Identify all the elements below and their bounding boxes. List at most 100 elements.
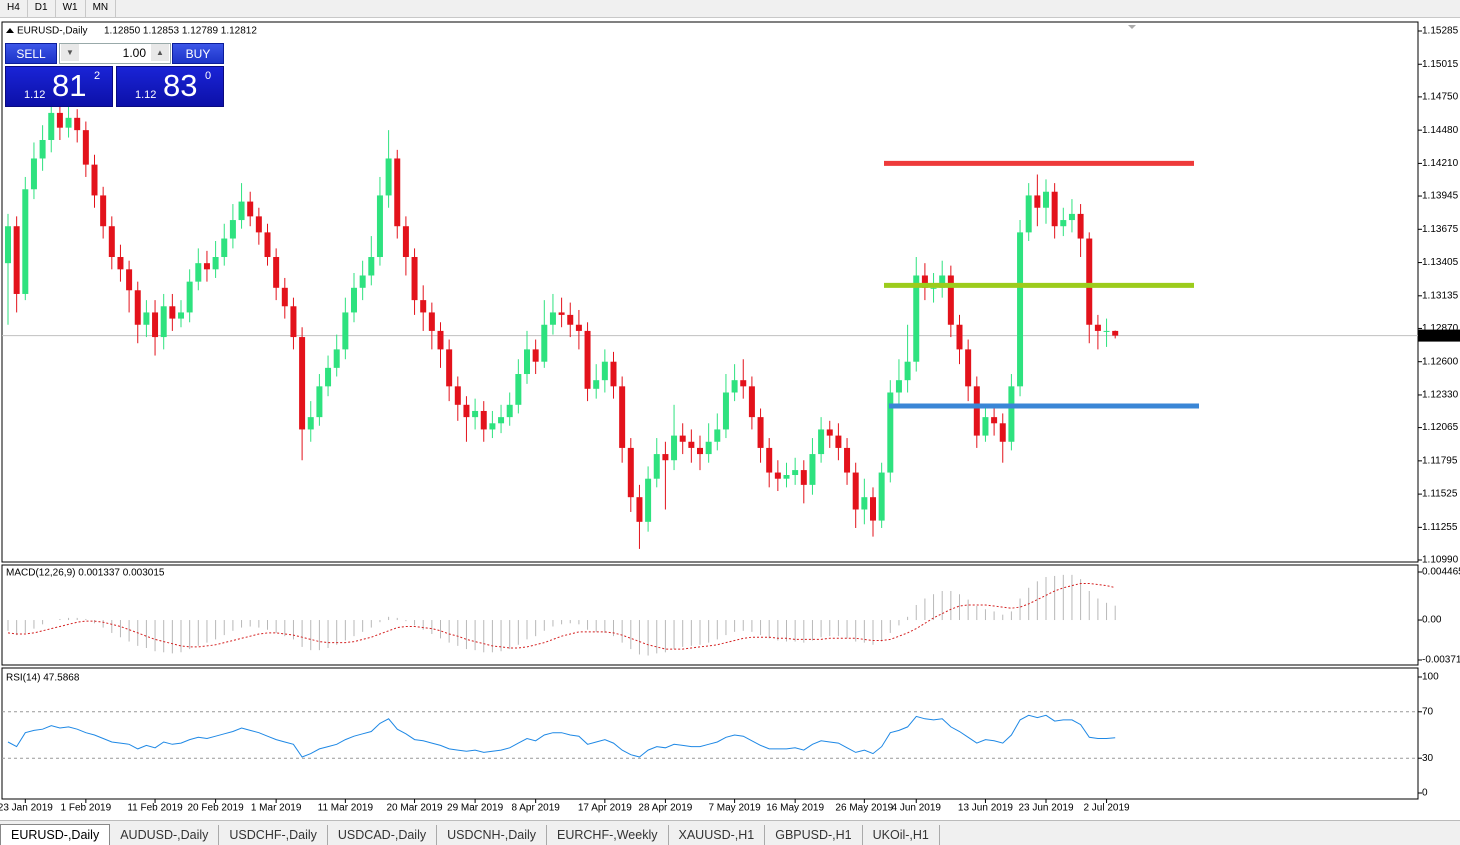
candle-body — [498, 417, 505, 424]
x-tick-label: 26 May 2019 — [835, 803, 893, 814]
lot-input[interactable]: 1.00 — [59, 43, 171, 64]
candle-body — [1094, 324, 1101, 331]
candle-body — [558, 312, 565, 315]
candle-body — [662, 454, 669, 461]
candle-body — [299, 337, 306, 430]
y-tick-label: 1.15015 — [1422, 59, 1459, 70]
candle-body — [351, 287, 357, 313]
candle-body — [1051, 191, 1058, 227]
y-tick-label: 1.13675 — [1422, 224, 1459, 235]
candle-body — [238, 201, 245, 221]
candle-body — [1112, 330, 1119, 336]
candle-body — [178, 312, 184, 319]
rsi-title: RSI(14) 47.5868 — [6, 673, 80, 684]
lot-increase[interactable]: ▲ — [151, 44, 169, 61]
chart-tab[interactable]: USDCNH-,Daily — [437, 825, 548, 845]
candle-body — [229, 220, 236, 239]
candle-body — [307, 417, 314, 430]
y-tick-label: 1.14480 — [1422, 125, 1459, 136]
candle-body — [420, 300, 427, 313]
candle-body — [524, 349, 530, 375]
timeframe-button[interactable]: D1 — [28, 0, 56, 17]
candle-body — [446, 349, 453, 387]
chart-tab[interactable]: GBPUSD-,H1 — [765, 825, 863, 845]
y-tick-label: 1.10990 — [1422, 555, 1459, 566]
candle-body — [748, 386, 755, 418]
candle-body — [1017, 232, 1024, 387]
candle-body — [982, 417, 989, 436]
candle-body — [273, 257, 280, 288]
sell-button[interactable]: SELL — [5, 43, 57, 64]
candle-body — [697, 447, 703, 455]
candle-body — [627, 447, 634, 498]
candle-body — [22, 189, 29, 294]
y-tick-label: 1.14210 — [1422, 158, 1459, 169]
candle-body — [921, 275, 928, 288]
candle-body — [489, 423, 496, 430]
y-tick-label: 1.11795 — [1422, 455, 1458, 466]
candle-body — [593, 380, 600, 389]
candle-body — [679, 435, 686, 442]
candle-body — [800, 470, 807, 485]
y-tick-label: 1.12600 — [1422, 356, 1459, 367]
candle-body — [195, 263, 202, 282]
candle-body — [740, 380, 747, 387]
candle-body — [757, 417, 764, 448]
candle-body — [506, 404, 513, 418]
candle-body — [325, 367, 332, 387]
buy-button[interactable]: BUY — [172, 43, 224, 64]
shift-marker — [1128, 25, 1136, 29]
y-tick-label: 1.13135 — [1422, 290, 1459, 301]
candle-body — [108, 226, 115, 258]
buy-price[interactable]: 1.12 83 0 — [116, 66, 224, 107]
candle-body — [437, 330, 444, 350]
timeframe-toolbar: H4 D1 W1 MN — [0, 0, 1460, 18]
y-tick-label: 1.11525 — [1422, 489, 1458, 500]
current-price-box — [1418, 329, 1460, 342]
candle-body — [91, 164, 98, 196]
candle-body — [567, 314, 574, 325]
chart-tab[interactable]: USDCAD-,Daily — [328, 825, 438, 845]
candle-body — [714, 429, 721, 442]
timeframe-button[interactable]: H4 — [0, 0, 28, 17]
chart-tab[interactable]: EURCHF-,Weekly — [547, 825, 669, 845]
candle-body — [532, 349, 539, 362]
collapse-icon — [6, 28, 14, 33]
chart-tab[interactable]: USDCHF-,Daily — [219, 825, 328, 845]
candle-body — [766, 447, 773, 473]
timeframe-button[interactable]: MN — [86, 0, 117, 17]
candle-body — [100, 195, 107, 227]
y-tick-label: 30 — [1422, 753, 1434, 764]
candle-body — [290, 306, 297, 338]
candle-body — [852, 472, 859, 510]
candle-body — [402, 226, 409, 258]
x-tick-label: 11 Mar 2019 — [318, 803, 374, 814]
sell-price[interactable]: 1.12 81 2 — [5, 66, 113, 107]
candle-body — [152, 312, 159, 338]
candle-body — [895, 380, 902, 393]
chart-tab[interactable]: AUDUSD-,Daily — [110, 825, 220, 845]
x-tick-label: 2 Jul 2019 — [1083, 803, 1130, 814]
candle-body — [913, 275, 920, 362]
candle-body — [870, 497, 876, 521]
candle-body — [722, 392, 729, 430]
timeframe-button[interactable]: W1 — [56, 0, 86, 17]
y-tick-label: 0.00 — [1422, 615, 1442, 626]
candle-body — [541, 324, 548, 362]
current-price-label: 1.12812 — [1421, 330, 1458, 341]
candle-body — [454, 386, 461, 405]
candle-body — [1068, 213, 1075, 221]
chart-tab[interactable]: UKOil-,H1 — [863, 825, 940, 845]
price-pips: 83 — [163, 68, 198, 103]
y-tick-label: 1.15285 — [1422, 26, 1459, 37]
chart-tab[interactable]: EURUSD-,Daily — [0, 824, 111, 845]
x-tick-label: 20 Feb 2019 — [188, 803, 245, 814]
lot-decrease[interactable]: ▼ — [61, 44, 79, 61]
candle-body — [56, 112, 63, 128]
chart-tab[interactable]: XAUUSD-,H1 — [669, 825, 766, 845]
candle-body — [1060, 220, 1067, 227]
candle-body — [575, 324, 582, 331]
candle-body — [844, 447, 851, 473]
candle-body — [186, 281, 193, 313]
y-tick-label: -0.003715 — [1422, 655, 1460, 666]
